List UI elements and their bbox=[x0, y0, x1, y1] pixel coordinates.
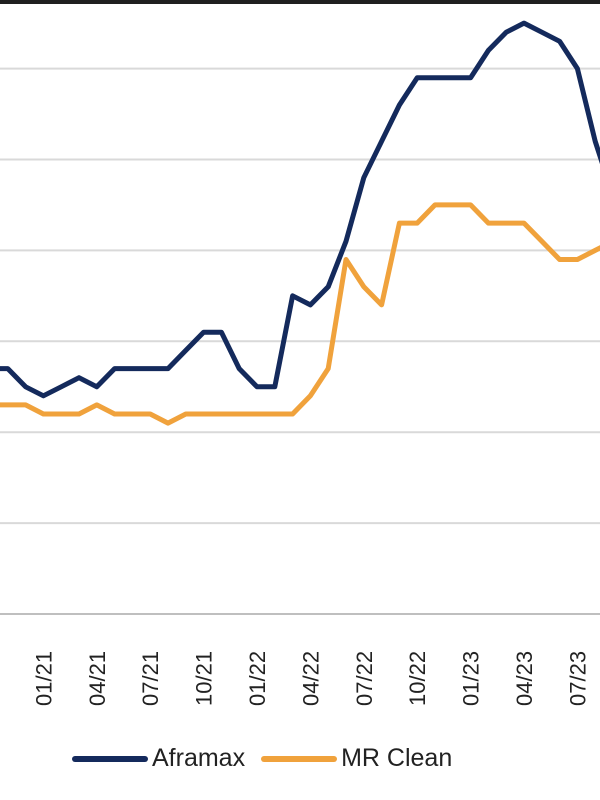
line-chart: 10/20 01/21 04/21 07/21 10/21 01/22 04/22 07/22… bbox=[0, 0, 600, 706]
x-tick-label: 01/21 bbox=[31, 651, 56, 706]
x-tick-label: 07/21 bbox=[138, 651, 163, 706]
legend-label-mr-clean: MR Clean bbox=[341, 744, 453, 772]
legend-item-aframax: Aframax bbox=[72, 744, 245, 773]
legend-item-mr-clean: MR Clean bbox=[261, 744, 452, 773]
legend: Aframax MR Clean bbox=[72, 744, 452, 773]
series-lines bbox=[0, 20, 600, 426]
x-tick-label: 07/23 bbox=[565, 651, 590, 706]
top-border bbox=[0, 0, 600, 4]
x-tick-label: 01/22 bbox=[245, 651, 270, 706]
series-line-mr-clean bbox=[0, 202, 600, 426]
x-tick-label: 01/23 bbox=[459, 651, 484, 706]
legend-swatch-mr-clean bbox=[261, 755, 338, 762]
series-line-aframax bbox=[0, 20, 600, 399]
x-tick-label: 04/22 bbox=[298, 651, 323, 706]
gridlines bbox=[0, 67, 600, 525]
x-tick-label: 04/21 bbox=[85, 651, 110, 706]
legend-swatch-aframax bbox=[72, 755, 148, 762]
x-tick-label: 10/20 bbox=[0, 651, 3, 706]
legend-label-aframax: Aframax bbox=[152, 744, 246, 772]
x-tick-label: 10/21 bbox=[192, 651, 217, 706]
x-tick-labels: 10/20 01/21 04/21 07/21 10/21 01/22 04/22 07/22… bbox=[0, 651, 590, 706]
x-tick-label: 04/23 bbox=[512, 651, 537, 706]
x-tick-label: 10/22 bbox=[405, 651, 430, 706]
x-tick-label: 07/22 bbox=[352, 651, 377, 706]
